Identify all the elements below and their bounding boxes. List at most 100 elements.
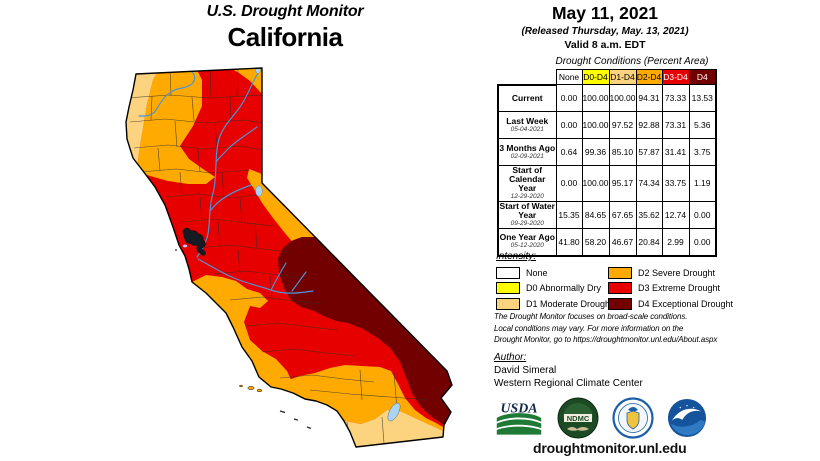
value-cell: 5.36 xyxy=(688,111,717,139)
disclaimer-line: The Drought Monitor focuses on broad-sca… xyxy=(494,312,688,321)
row-label: One Year Ago xyxy=(499,232,555,243)
value-cell: 100.00 xyxy=(608,84,637,112)
region-d1-far-south xyxy=(344,410,443,447)
value-cell: 95.17 xyxy=(608,165,637,202)
value-cell: 41.80 xyxy=(555,227,583,257)
california-drought-map xyxy=(125,67,453,448)
row-date: 05-12-2020 xyxy=(510,242,544,250)
value-cell: 73.33 xyxy=(661,84,690,112)
value-cell: 20.84 xyxy=(635,227,663,257)
american-river xyxy=(210,184,252,211)
legend-title: Intensity: xyxy=(496,251,537,262)
intensity-legend: Intensity: None D0 Abnormally Dry D1 Mod… xyxy=(496,251,748,312)
ndmc-logo: NDMC xyxy=(557,397,599,439)
state-border xyxy=(125,67,453,448)
disclaimer-line: Drought Monitor, go to https://droughtmo… xyxy=(494,335,718,344)
row-date: 05-04-2021 xyxy=(510,125,544,133)
col-header-none: None xyxy=(555,69,583,85)
value-cell: 100.00 xyxy=(581,84,610,112)
value-cell: 46.67 xyxy=(608,227,637,257)
legend-label: D4 Exceptional Drought xyxy=(638,298,734,309)
table-row-3-months-ago: 3 Months Ago 02-09-2021 0.64 99.36 85.10 … xyxy=(497,138,717,166)
author-name: David Simeral xyxy=(494,365,557,376)
value-cell: 35.62 xyxy=(635,200,663,229)
col-header-d0-d4: D0-D4 xyxy=(581,69,610,85)
monitor-title: U.S. Drought Monitor xyxy=(206,3,364,20)
date-block: May 11, 2021 (Released Thursday, May. 13… xyxy=(470,3,740,51)
value-cell: 94.31 xyxy=(635,84,663,112)
map-date: May 11, 2021 xyxy=(551,3,659,23)
san-joaquin-river xyxy=(197,258,314,294)
d4-swatch xyxy=(608,297,632,310)
value-cell: 2.99 xyxy=(661,227,690,257)
map-container xyxy=(110,60,470,460)
table-row-start-water-year: Start of Water Year 09-29-2020 15.35 84.6… xyxy=(497,200,717,229)
region-d2-northwest xyxy=(137,68,215,184)
salton-sea xyxy=(387,402,401,422)
none-swatch xyxy=(496,266,520,279)
row-label: 3 Months Ago xyxy=(499,142,556,153)
value-cell: 0.64 xyxy=(555,138,583,166)
legend-item-d4: D4 Exceptional Drought xyxy=(608,296,748,312)
d0-swatch xyxy=(496,282,520,295)
valid-time: Valid 8 a.m. EDT xyxy=(564,39,646,51)
lake-tahoe xyxy=(255,185,263,197)
region-d1-northwest-coast xyxy=(126,68,160,170)
value-cell: 85.10 xyxy=(608,138,637,166)
row-label: Current xyxy=(511,92,543,103)
value-cell: 15.35 xyxy=(555,200,583,229)
table-row-one-year-ago: One Year Ago 05-12-2020 41.80 58.20 46.67… xyxy=(497,227,717,257)
row-label: Start of Calendar Year xyxy=(509,165,546,193)
san-francisco-bay xyxy=(182,227,206,249)
table-caption: Drought Conditions (Percent Area) xyxy=(555,56,709,67)
table-row-current: Current 0.00 100.00 100.00 94.31 73.33 1… xyxy=(497,83,717,112)
col-header-d1-d4: D1-D4 xyxy=(608,69,637,85)
value-cell: 1.19 xyxy=(688,165,717,202)
ndmc-logo-text: NDMC xyxy=(567,414,590,423)
klamath-river xyxy=(138,71,196,117)
legend-label: D3 Extreme Drought xyxy=(638,283,721,294)
legend-label: D1 Moderate Drought xyxy=(526,298,613,309)
commerce-seal-logo xyxy=(612,397,654,439)
drought-conditions-table: None D0-D4 D1-D4 D2-D4 D3-D4 D4 Current … xyxy=(497,69,717,257)
san-pablo-bay xyxy=(182,244,188,248)
value-cell: 12.74 xyxy=(661,200,690,229)
disclaimer: The Drought Monitor focuses on broad-sca… xyxy=(494,311,717,346)
table-row-start-calendar-year: Start of Calendar Year 12-29-2020 0.00 10… xyxy=(497,165,717,202)
table-corner-cell xyxy=(498,69,556,85)
region-d2-southern-band xyxy=(271,365,443,431)
legend-item-d2: D2 Severe Drought xyxy=(608,265,748,281)
value-cell: 73.31 xyxy=(661,111,690,139)
value-cell: 99.36 xyxy=(581,138,610,166)
region-d2-northeast-corner xyxy=(230,68,262,94)
table-header-row: None D0-D4 D1-D4 D2-D4 D3-D4 D4 xyxy=(498,69,717,85)
disclaimer-line: Local conditions may vary. For more info… xyxy=(494,323,684,333)
value-cell: 31.41 xyxy=(661,138,690,166)
region-d4-exceptional xyxy=(278,237,452,425)
col-header-d4: D4 xyxy=(688,69,717,85)
usda-logo-text: USDA xyxy=(500,401,537,416)
table-row-last-week: Last Week 05-04-2021 0.00 100.00 97.52 92… xyxy=(497,111,717,139)
value-cell: 84.65 xyxy=(581,200,610,229)
footer-url: droughtmonitor.unl.edu xyxy=(533,440,687,456)
author-block: Author: David Simeral Western Regional C… xyxy=(494,351,643,390)
released-date: (Released Thursday, May. 13, 2021) xyxy=(521,26,689,37)
value-cell: 97.52 xyxy=(608,111,637,139)
value-cell: 0.00 xyxy=(555,84,583,112)
usda-logo: USDA xyxy=(496,401,542,435)
d1-swatch xyxy=(496,297,520,310)
value-cell: 100.00 xyxy=(581,165,610,202)
legend-label: D2 Severe Drought xyxy=(638,267,716,278)
logo-row: USDA NDMC xyxy=(494,397,707,439)
row-label: Last Week xyxy=(506,115,549,126)
kings-river xyxy=(291,271,307,292)
value-cell: 67.65 xyxy=(608,200,637,229)
row-date: 02-09-2021 xyxy=(510,152,544,160)
value-cell: 57.87 xyxy=(635,138,663,166)
d3-swatch xyxy=(608,282,632,295)
value-cell: 74.34 xyxy=(635,165,663,202)
row-date: 09-29-2020 xyxy=(510,219,544,227)
value-cell: 0.00 xyxy=(555,111,583,139)
region-d2-tahoe-strip xyxy=(247,169,315,245)
